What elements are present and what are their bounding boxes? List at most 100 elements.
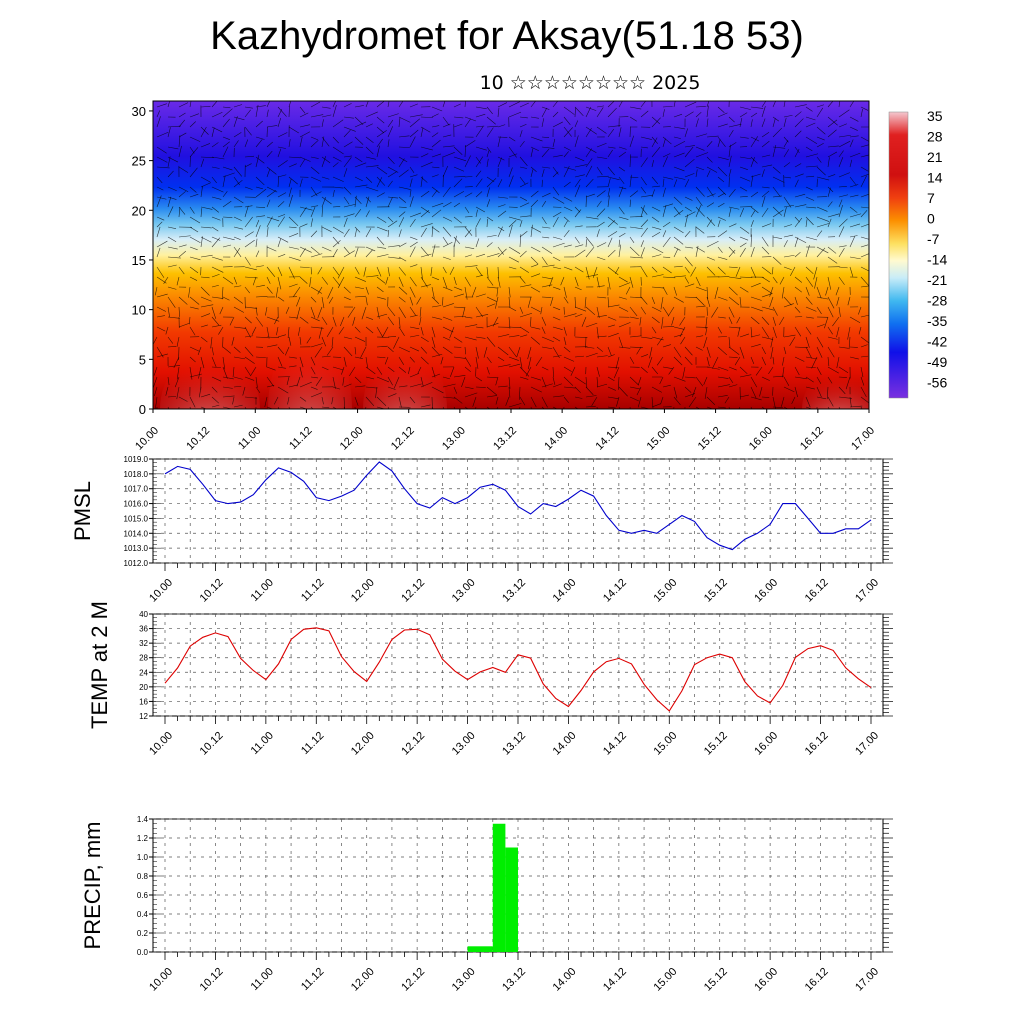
- wind-barb: [614, 266, 620, 274]
- wind-barb: [519, 356, 523, 369]
- wind-barb: [845, 376, 851, 390]
- wind-barb: [376, 356, 386, 359]
- x-tick-label: 13.00: [450, 730, 478, 758]
- wind-barb: [860, 154, 869, 158]
- wind-barb: [640, 247, 645, 258]
- wind-barb: [365, 176, 373, 183]
- wind-barb: [332, 119, 344, 128]
- wind-barb: [596, 190, 606, 198]
- wind-barb: [385, 276, 389, 285]
- wind-barb: [409, 178, 413, 188]
- wind-barb: [637, 376, 642, 386]
- wind-barb: [574, 386, 581, 393]
- wind-barb: [365, 111, 378, 118]
- x-tick-label: 12.00: [349, 577, 377, 605]
- wind-barb: [750, 136, 760, 142]
- wind-barb: [486, 178, 497, 188]
- wind-barb: [365, 366, 376, 375]
- wind-barb: [398, 158, 405, 168]
- wind-barb: [453, 156, 467, 162]
- wind-barb: [200, 406, 208, 409]
- wind-barb: [376, 396, 387, 406]
- wind-barb: [618, 226, 627, 229]
- wind-barb: [673, 152, 685, 158]
- wind-barb: [684, 356, 693, 366]
- wind-barb: [296, 306, 301, 320]
- wind-barb: [671, 316, 675, 326]
- wind-barb: [585, 306, 596, 316]
- wind-barb: [277, 356, 283, 367]
- wind-barb: [816, 376, 822, 384]
- wind-barb: [464, 155, 471, 168]
- wind-barb: [486, 218, 488, 228]
- wind-barb: [189, 236, 201, 244]
- x-tick-label: 17.00: [853, 730, 881, 758]
- wind-barb: [233, 116, 245, 121]
- wind-barb: [189, 346, 200, 352]
- wind-barb: [508, 216, 521, 221]
- wind-barb: [497, 136, 501, 148]
- wind-barb: [516, 346, 521, 357]
- wind-barb: [574, 120, 579, 128]
- wind-barb: [849, 236, 856, 248]
- x-tick-label: 11.00: [249, 966, 276, 993]
- wind-barb: [376, 246, 387, 249]
- wind-barb: [165, 386, 169, 396]
- wind-barb: [684, 346, 693, 356]
- wind-barb: [266, 141, 273, 148]
- wind-barb: [585, 106, 597, 111]
- wind-barb: [629, 296, 643, 299]
- wind-barb: [497, 210, 507, 218]
- wind-barb: [574, 406, 579, 409]
- wind-barb: [376, 376, 390, 383]
- wind-barb: [668, 366, 675, 375]
- wind-barb: [684, 256, 693, 267]
- wind-barb: [420, 176, 423, 188]
- wind-barb: [684, 214, 689, 228]
- wind-barb: [163, 276, 169, 284]
- wind-barb: [824, 316, 829, 329]
- wind-barb: [659, 376, 664, 385]
- colorbar-label: 28: [927, 129, 943, 145]
- y-tick-label: 0.2: [137, 929, 149, 938]
- wind-barb: [667, 306, 675, 317]
- wind-barb: [222, 276, 234, 285]
- wind-barb: [662, 136, 672, 145]
- wind-barb: [338, 326, 345, 335]
- wind-barb: [317, 306, 323, 319]
- wind-barb: [321, 176, 330, 180]
- wind-barb: [200, 126, 209, 135]
- wind-barb: [596, 256, 606, 261]
- wind-barb: [277, 276, 282, 290]
- wind-barb: [288, 194, 293, 208]
- x-tick-label: 16.00: [752, 730, 780, 758]
- wind-barb: [750, 119, 753, 128]
- wind-barb: [690, 266, 697, 277]
- precip-bar: [505, 847, 518, 952]
- wind-barb: [497, 276, 501, 288]
- x-tick-label: 15.12: [702, 577, 730, 605]
- wind-barb: [420, 382, 433, 388]
- x-tick-label: 11.00: [249, 577, 276, 604]
- wind-barb: [475, 376, 483, 382]
- wind-barb: [327, 286, 334, 299]
- wind-barb: [574, 184, 581, 198]
- wind-barb: [229, 316, 235, 326]
- wind-barb: [475, 266, 483, 276]
- wind-barb: [442, 165, 449, 178]
- wind-barb: [461, 376, 466, 388]
- wind-barb: [596, 107, 604, 118]
- wind-barb: [442, 266, 447, 274]
- heatmap-field: [153, 101, 869, 409]
- wind-barb: [156, 196, 167, 200]
- wind-barb: [321, 316, 328, 325]
- wind-barb: [233, 236, 241, 240]
- wind-barb: [651, 366, 659, 375]
- wind-barb: [618, 166, 626, 172]
- wind-barb: [761, 164, 773, 168]
- wind-barb: [825, 286, 829, 296]
- wind-barb: [717, 192, 725, 198]
- wind-barb: [508, 306, 517, 312]
- wind-barb: [706, 219, 713, 228]
- wind-barb: [717, 219, 721, 228]
